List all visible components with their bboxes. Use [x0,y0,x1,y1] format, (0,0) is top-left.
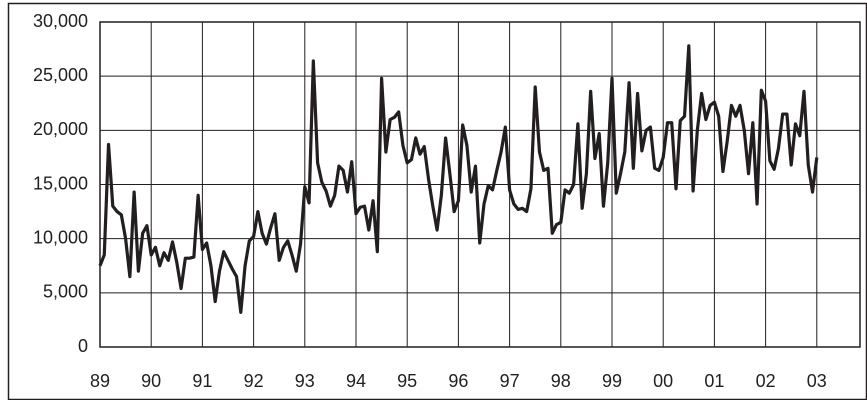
y-tick-label: 10,000 [33,227,88,247]
grid [99,21,860,348]
x-tick-label: 91 [192,371,212,391]
y-tick-label: 15,000 [33,173,88,193]
x-tick-label: 01 [704,371,724,391]
x-tick-label: 96 [448,371,468,391]
x-tick-label: 95 [397,371,417,391]
plot-area [99,21,861,348]
x-tick-label: 02 [756,371,776,391]
y-tick-label: 5,000 [43,282,88,302]
x-tick-label: 98 [551,371,571,391]
y-tick-label: 25,000 [33,65,88,85]
x-tick-label: 99 [602,371,622,391]
frame [7,2,867,400]
x-tick-label: 93 [295,371,315,391]
y-tick-label: 0 [78,336,88,356]
x-tick-label: 03 [807,371,827,391]
x-tick-label: 90 [141,371,161,391]
y-tick-label: 20,000 [33,119,88,139]
y-tick-label: 30,000 [33,11,88,31]
x-tick-label: 92 [244,371,264,391]
x-tick-label: 89 [90,371,110,391]
x-tick-label: 00 [653,371,673,391]
x-tick-label: 94 [346,371,366,391]
x-tick-label: 97 [500,371,520,391]
data-line [98,44,819,314]
